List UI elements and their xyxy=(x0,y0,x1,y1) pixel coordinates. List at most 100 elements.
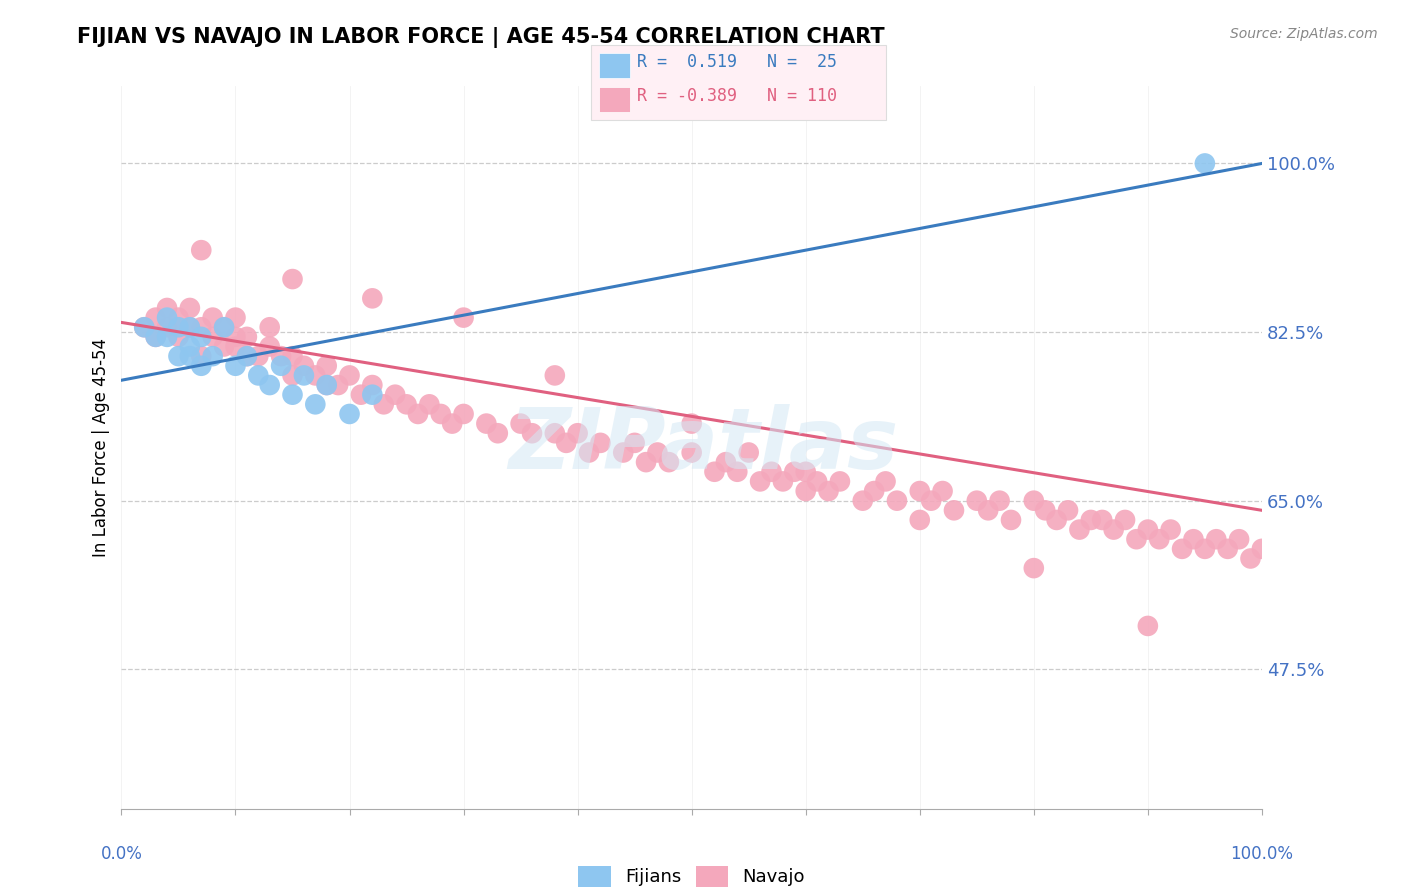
Point xyxy=(315,359,337,373)
Point xyxy=(1182,533,1205,547)
Point xyxy=(453,407,475,421)
Point xyxy=(315,378,337,392)
Point xyxy=(201,349,224,363)
Point xyxy=(1069,523,1091,537)
Point xyxy=(281,368,304,383)
Point xyxy=(908,513,931,527)
Point xyxy=(772,475,794,489)
Point xyxy=(190,330,212,344)
Point xyxy=(190,320,212,334)
Point xyxy=(281,272,304,286)
Point xyxy=(475,417,498,431)
Point xyxy=(555,435,578,450)
Point xyxy=(236,349,259,363)
Point xyxy=(179,301,201,315)
Point xyxy=(783,465,806,479)
Point xyxy=(326,378,349,392)
Point xyxy=(1033,503,1056,517)
Point xyxy=(578,445,600,459)
Point xyxy=(681,445,703,459)
Text: R = -0.389   N = 110: R = -0.389 N = 110 xyxy=(637,87,837,104)
Point xyxy=(828,475,851,489)
Point xyxy=(304,397,326,411)
Point xyxy=(281,349,304,363)
Text: FIJIAN VS NAVAJO IN LABOR FORCE | AGE 45-54 CORRELATION CHART: FIJIAN VS NAVAJO IN LABOR FORCE | AGE 45… xyxy=(77,27,884,48)
Point xyxy=(1171,541,1194,556)
Point xyxy=(794,483,817,498)
Point xyxy=(179,320,201,334)
Point xyxy=(1022,561,1045,575)
Point xyxy=(612,445,634,459)
Point xyxy=(1160,523,1182,537)
Point xyxy=(544,368,567,383)
Point xyxy=(544,426,567,441)
Point xyxy=(806,475,828,489)
Point xyxy=(156,301,179,315)
Point xyxy=(156,310,179,325)
Point xyxy=(259,339,281,353)
Point xyxy=(190,359,212,373)
Point xyxy=(1136,523,1159,537)
Point xyxy=(988,493,1011,508)
Point xyxy=(589,435,612,450)
Point xyxy=(429,407,451,421)
Point xyxy=(270,359,292,373)
Legend: Fijians, Navajo: Fijians, Navajo xyxy=(571,859,813,892)
Point xyxy=(201,330,224,344)
Point xyxy=(259,320,281,334)
Point xyxy=(737,445,759,459)
Point xyxy=(977,503,1000,517)
Point xyxy=(520,426,543,441)
Point xyxy=(1227,533,1250,547)
Point xyxy=(134,320,156,334)
Point xyxy=(1102,523,1125,537)
Point xyxy=(1000,513,1022,527)
Point xyxy=(1149,533,1171,547)
Point xyxy=(1216,541,1239,556)
Point xyxy=(817,483,839,498)
Point xyxy=(156,320,179,334)
Point xyxy=(304,368,326,383)
Point xyxy=(794,465,817,479)
Point xyxy=(453,310,475,325)
Point xyxy=(361,387,384,401)
Point xyxy=(190,243,212,257)
Point xyxy=(339,407,361,421)
Point xyxy=(145,330,167,344)
Text: 100.0%: 100.0% xyxy=(1230,846,1294,863)
Point xyxy=(224,310,246,325)
Point xyxy=(1114,513,1136,527)
Point xyxy=(886,493,908,508)
Point xyxy=(212,320,235,334)
Point xyxy=(259,378,281,392)
Point xyxy=(134,320,156,334)
Point xyxy=(943,503,966,517)
Point xyxy=(1057,503,1080,517)
Point xyxy=(384,387,406,401)
Text: R =  0.519   N =  25: R = 0.519 N = 25 xyxy=(637,53,837,70)
Point xyxy=(509,417,531,431)
Point xyxy=(567,426,589,441)
Point xyxy=(761,465,783,479)
Point xyxy=(156,330,179,344)
Point xyxy=(920,493,942,508)
Point xyxy=(1194,541,1216,556)
Text: ZIPatlas: ZIPatlas xyxy=(508,404,898,488)
Point xyxy=(212,320,235,334)
Point xyxy=(418,397,440,411)
Point xyxy=(247,368,270,383)
Point xyxy=(749,475,772,489)
Point xyxy=(623,435,645,450)
Point xyxy=(1022,493,1045,508)
Y-axis label: In Labor Force | Age 45-54: In Labor Force | Age 45-54 xyxy=(93,338,110,558)
Point xyxy=(224,359,246,373)
Point xyxy=(1194,156,1216,170)
Point xyxy=(1251,541,1274,556)
Point xyxy=(1091,513,1114,527)
Point xyxy=(190,349,212,363)
Point xyxy=(167,310,190,325)
Point xyxy=(1080,513,1102,527)
Text: 0.0%: 0.0% xyxy=(100,846,142,863)
Point xyxy=(292,359,315,373)
Point xyxy=(247,349,270,363)
